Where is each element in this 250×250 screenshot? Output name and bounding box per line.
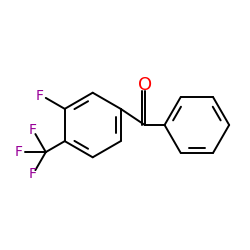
Text: F: F <box>28 124 36 138</box>
Text: F: F <box>36 89 44 103</box>
Text: F: F <box>15 145 23 159</box>
Text: O: O <box>138 76 152 94</box>
Text: F: F <box>28 167 36 181</box>
